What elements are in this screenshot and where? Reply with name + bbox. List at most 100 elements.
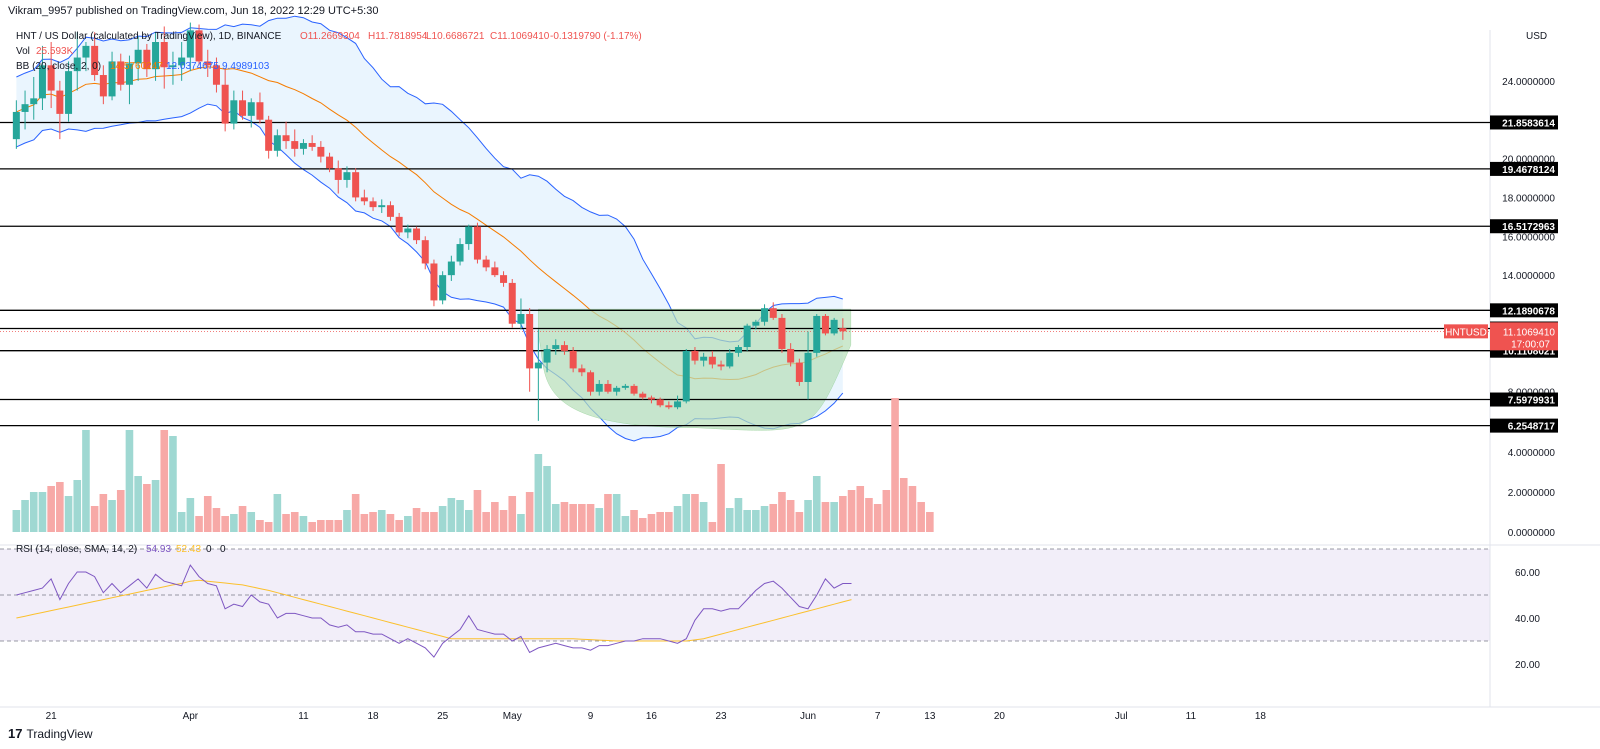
rsi-legend-extra-2: 0 xyxy=(220,544,226,555)
volume-bar xyxy=(812,476,821,532)
candle-down xyxy=(265,119,273,151)
candle-up xyxy=(378,205,386,208)
candle-up xyxy=(65,71,73,114)
level-tag-label: 12.1890678 xyxy=(1502,306,1555,317)
volume-bar xyxy=(238,506,247,532)
time-tick-label: 23 xyxy=(715,711,727,722)
volume-bar xyxy=(708,522,717,532)
volume-bar xyxy=(195,516,203,532)
candle-down xyxy=(91,45,99,76)
time-tick-label: 21 xyxy=(46,711,58,722)
rsi-ma-line xyxy=(16,579,852,642)
candle-up xyxy=(734,347,742,353)
time-tick-label: 11 xyxy=(1186,711,1197,722)
price-axis-layer: 24.0000000 20.0000000 18.0000000 16.0000000… xyxy=(1444,77,1558,671)
symbol-title[interactable]: HNT / US Dollar (calculated by TradingVi… xyxy=(16,31,282,42)
time-tick-label: 18 xyxy=(367,711,379,722)
candle-down xyxy=(604,383,612,392)
volume-bar xyxy=(821,502,830,532)
volume-bar xyxy=(177,512,186,532)
candle-down xyxy=(369,201,377,208)
bb-legend-label[interactable]: BB (20, close, 2, 0) xyxy=(16,61,101,72)
volume-bar xyxy=(360,514,369,532)
candle-down xyxy=(647,397,655,400)
candle-down xyxy=(526,314,534,369)
candle-down xyxy=(482,259,490,268)
level-tag-label: 7.5979931 xyxy=(1508,396,1556,407)
volume-bar xyxy=(517,514,525,532)
candle-up xyxy=(804,352,812,382)
volume-bar xyxy=(282,514,290,532)
candle-down xyxy=(395,216,403,233)
candle-down xyxy=(587,372,595,392)
tradingview-logo[interactable]: 17 TradingView xyxy=(8,726,93,741)
candle-down xyxy=(282,135,290,142)
volume-bar xyxy=(108,500,116,532)
candle-up xyxy=(465,226,473,245)
time-tick-label: 25 xyxy=(437,711,449,722)
rsi-legend-ma: 52.43 xyxy=(176,544,201,555)
volume-bar xyxy=(499,510,508,532)
candle-up xyxy=(404,228,412,233)
time-tick-label: 18 xyxy=(1255,711,1267,722)
volume-bar xyxy=(595,508,604,532)
volume-tick-label: 4.0000000 xyxy=(1508,448,1556,459)
candle-up xyxy=(30,98,38,105)
volume-bar xyxy=(612,494,621,532)
volume-bar xyxy=(656,512,664,532)
level-tag xyxy=(1490,303,1558,318)
candle-down xyxy=(639,393,647,398)
candle-up xyxy=(682,350,690,402)
candle-down xyxy=(691,350,699,361)
candle-down xyxy=(421,240,429,264)
volume-bar xyxy=(734,498,743,532)
rsi-line xyxy=(16,564,852,658)
bb-legend-lower: 9.4989103 xyxy=(222,61,270,72)
candle-down xyxy=(665,405,673,408)
candle-down xyxy=(491,267,499,276)
volume-bar xyxy=(273,494,282,532)
volume-bar xyxy=(325,520,334,532)
volume-bar xyxy=(691,494,699,532)
volume-bar xyxy=(578,504,586,532)
volume-legend-label[interactable]: Vol xyxy=(16,46,30,57)
price-tick-label: 18.0000000 xyxy=(1502,193,1555,204)
candle-down xyxy=(473,226,481,260)
volume-bar xyxy=(299,516,308,532)
volume-bar xyxy=(673,506,682,532)
candle-up xyxy=(517,314,525,324)
volume-bar xyxy=(604,494,612,532)
candle-down xyxy=(117,61,125,85)
time-tick-label: Jun xyxy=(800,711,816,722)
volume-bar xyxy=(621,516,630,532)
volume-bar xyxy=(82,430,90,532)
candle-up xyxy=(169,65,177,68)
candle-up xyxy=(38,65,46,99)
rsi-legend-label[interactable]: RSI (14, close, SMA, 14, 2) xyxy=(16,544,137,555)
volume-bar xyxy=(899,478,908,532)
volume-bar xyxy=(447,498,456,532)
tradingview-brand-text: TradingView xyxy=(26,726,93,741)
level-tag-label: 19.4678124 xyxy=(1502,165,1555,176)
time-tick-label: 7 xyxy=(875,711,881,722)
candle-up xyxy=(743,325,751,348)
volume-bar xyxy=(421,512,430,532)
volume-bar xyxy=(38,492,47,532)
volume-bar xyxy=(160,430,169,532)
candle-up xyxy=(613,387,621,392)
candle-up xyxy=(82,45,90,58)
background-layer xyxy=(0,30,1600,708)
volume-bar xyxy=(73,480,82,532)
candle-up xyxy=(12,111,20,140)
volume-bar xyxy=(29,492,38,532)
volume-bar xyxy=(169,436,177,532)
candle-up xyxy=(595,383,603,392)
candle-down xyxy=(204,61,212,66)
ohlc-low: L10.6686721 xyxy=(426,31,485,42)
candle-down xyxy=(360,197,368,202)
volume-bar xyxy=(256,520,264,532)
price-tick-label: 14.0000000 xyxy=(1502,271,1555,282)
volume-bar xyxy=(882,490,891,532)
time-tick-label: 9 xyxy=(588,711,594,722)
